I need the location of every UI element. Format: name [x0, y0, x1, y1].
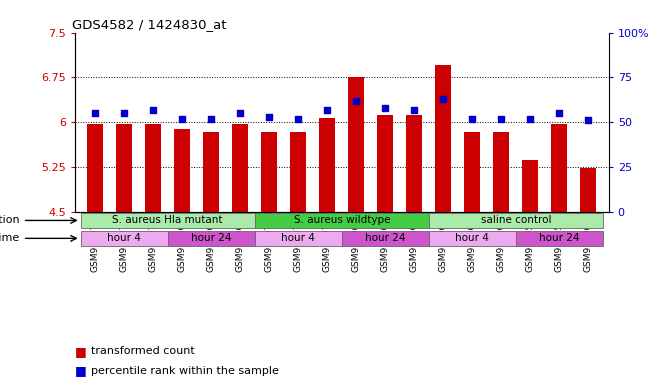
Point [264, 114, 275, 120]
Bar [319, 118, 335, 212]
Bar [255, 213, 429, 228]
Bar [261, 132, 277, 212]
Bar [429, 231, 516, 246]
Bar [348, 78, 365, 212]
Bar [174, 129, 190, 212]
Point [322, 107, 333, 113]
Text: infection: infection [0, 215, 20, 225]
Text: S. aureus wildtype: S. aureus wildtype [294, 215, 390, 225]
Point [554, 110, 564, 116]
Bar [429, 213, 603, 228]
Text: S. aureus Hla mutant: S. aureus Hla mutant [113, 215, 223, 225]
Point [177, 116, 187, 122]
Text: ■: ■ [75, 345, 87, 358]
Point [90, 110, 100, 116]
Point [438, 96, 449, 102]
Bar [87, 124, 103, 212]
Point [380, 105, 391, 111]
Text: GDS4582 / 1424830_at: GDS4582 / 1424830_at [72, 18, 227, 31]
Bar [516, 231, 603, 246]
Text: hour 4: hour 4 [281, 233, 315, 243]
Text: ■: ■ [75, 364, 87, 377]
Bar [378, 115, 393, 212]
Point [583, 118, 594, 124]
Bar [581, 168, 596, 212]
Bar [255, 231, 342, 246]
Point [525, 116, 536, 122]
Bar [81, 231, 168, 246]
Text: hour 24: hour 24 [191, 233, 232, 243]
Bar [436, 66, 451, 212]
Point [206, 116, 216, 122]
Bar [232, 124, 248, 212]
Text: transformed count: transformed count [91, 346, 195, 356]
Text: percentile rank within the sample: percentile rank within the sample [91, 366, 279, 376]
Text: hour 24: hour 24 [365, 233, 406, 243]
Bar [551, 124, 567, 212]
Point [351, 98, 361, 104]
Point [119, 110, 130, 116]
Text: hour 24: hour 24 [539, 233, 579, 243]
Bar [464, 132, 480, 212]
Bar [145, 124, 161, 212]
Point [409, 107, 419, 113]
Bar [522, 160, 538, 212]
Text: saline control: saline control [480, 215, 551, 225]
Point [235, 110, 245, 116]
Bar [493, 132, 509, 212]
Bar [117, 124, 132, 212]
Point [496, 116, 506, 122]
Bar [406, 115, 422, 212]
Bar [203, 132, 219, 212]
Point [293, 116, 303, 122]
Bar [290, 132, 306, 212]
Text: time: time [0, 233, 20, 243]
Point [148, 107, 158, 113]
Bar [342, 231, 429, 246]
Bar [168, 231, 255, 246]
Point [467, 116, 478, 122]
Text: hour 4: hour 4 [107, 233, 141, 243]
Text: hour 4: hour 4 [456, 233, 490, 243]
Bar [81, 213, 255, 228]
